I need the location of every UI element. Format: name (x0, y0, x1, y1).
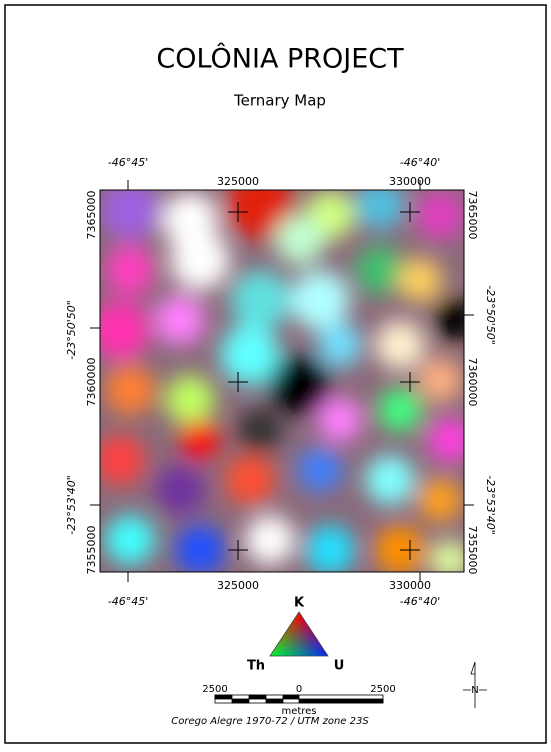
legend-label: U (334, 659, 345, 674)
utm-label: 7360000 (85, 358, 98, 407)
scale-label: 0 (296, 684, 302, 695)
legend-label: K (294, 596, 305, 611)
geo-label: -23°53'40" (65, 475, 78, 535)
scale-unit: metres (281, 706, 316, 717)
utm-label: 7355000 (85, 526, 98, 575)
utm-label: 7360000 (466, 358, 479, 407)
north-label: N (471, 685, 478, 696)
geo-label: -23°50'50" (65, 300, 78, 360)
utm-label: 330000 (389, 175, 431, 188)
scale-label: 2500 (202, 684, 227, 695)
grid-crosses (90, 180, 474, 582)
utm-label: 7365000 (85, 191, 98, 240)
ternary-legend (269, 611, 329, 657)
scale-label: 2500 (370, 684, 395, 695)
north-arrow (463, 661, 487, 708)
geo-label: -46°45' (108, 595, 149, 608)
scale-bar (214, 694, 384, 704)
utm-label: 325000 (217, 175, 259, 188)
utm-label: 7365000 (466, 191, 479, 240)
geo-label: -46°40' (400, 595, 441, 608)
projection: Corego Alegre 1970-72 / UTM zone 23S (171, 716, 369, 727)
legend-label: Th (247, 659, 265, 674)
title: COLÔNIA PROJECT (156, 43, 404, 75)
geo-label: -46°40' (400, 156, 441, 169)
utm-label: 7355000 (466, 526, 479, 575)
ternary-raster (100, 190, 464, 572)
utm-label: 330000 (389, 579, 431, 592)
geo-label: -23°53'40" (484, 475, 497, 535)
utm-label: 325000 (217, 579, 259, 592)
subtitle: Ternary Map (233, 92, 326, 110)
map-border (99, 189, 465, 573)
geo-label: -23°50'50" (484, 285, 497, 345)
geo-label: -46°45' (108, 156, 149, 169)
